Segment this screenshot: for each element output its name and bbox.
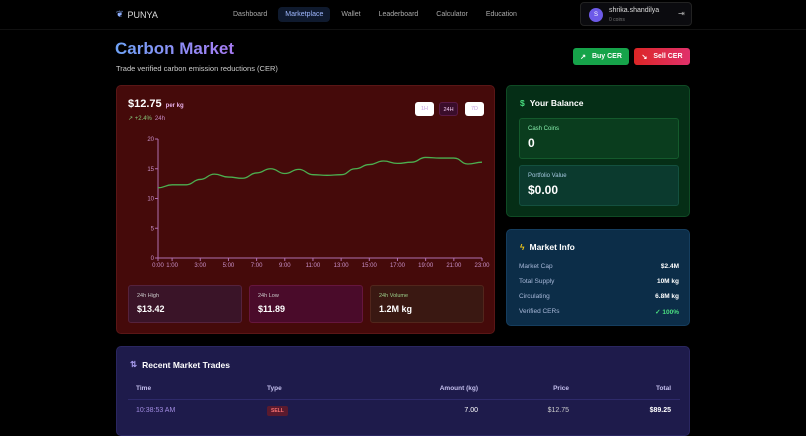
x-tick-label: 19:00 [418,263,434,269]
trending-up-icon: ↗ [580,53,586,61]
nav-calculator[interactable]: Calculator [436,11,468,18]
divider [128,399,680,400]
range-1h[interactable]: 1H [415,102,434,116]
page-subtitle: Trade verified carbon emission reduction… [116,64,278,73]
stat-24h-high: 24h High $13.42 [128,285,242,323]
trade-amount: 7.00 [464,407,478,414]
nav-wallet[interactable]: Wallet [341,11,361,18]
x-tick-label: 5:00 [223,263,235,269]
trade-total: $89.25 [649,407,671,414]
col-total: Total [655,385,671,392]
avatar: S [589,8,603,22]
x-tick-label: 3:00 [194,263,206,269]
nav-links: Dashboard Marketplace Wallet Leaderboard… [226,7,524,22]
user-menu[interactable]: S shrika.shandilya 0 coins [580,2,692,26]
x-tick-label: 13:00 [334,263,350,269]
lightning-icon: ϟ [520,242,525,252]
info-circulating: Circulating 6.8M kg [519,293,679,300]
x-tick-label: 7:00 [251,263,263,269]
y-tick-label: 10 [147,197,154,203]
x-tick-label: 23:00 [474,263,490,269]
info-market-cap: Market Cap $2.4M [519,263,679,270]
trade-type-badge: SELL [267,406,288,416]
current-price: $12.75 per kg [128,98,184,110]
range-7d[interactable]: 7D [465,102,484,116]
y-tick-label: 0 [151,256,155,262]
balance-card: $ Your Balance Cash Coins 0 Portfolio Valu… [506,85,690,217]
recent-trades-card: ⇅ Recent Market Trades Time Type Amount (… [116,346,690,436]
trending-up-icon: ↗ [128,116,135,122]
col-price: Price [553,385,569,392]
price-change: ↗ +2.4% 24h [128,116,165,122]
leaf-icon: ❦ [116,9,124,19]
info-verified-cers: Verified CERs ✓ 100% [519,308,679,316]
username: shrika.shandilya [609,7,660,14]
nav-leaderboard[interactable]: Leaderboard [378,11,419,18]
trending-down-icon: ↘ [641,53,648,61]
swap-icon: ⇅ [130,359,138,369]
nav-marketplace[interactable]: Marketplace [278,7,331,22]
x-tick-label: 0:00 [152,263,164,269]
range-24h[interactable]: 24H [439,102,458,116]
user-coins: 0 coins [609,17,625,23]
price-series-line [157,156,483,189]
buy-cer-button[interactable]: ↗ Buy CER [573,48,629,65]
cash-coins: Cash Coins 0 [519,118,679,159]
x-tick-label: 21:00 [446,263,462,269]
x-tick-label: 9:00 [279,263,291,269]
portfolio-value: Portfolio Value $0.00 [519,165,679,206]
market-info-card: ϟ Market Info Market Cap $2.4M Total Suppl… [506,229,690,326]
stat-24h-low: 24h Low $11.89 [249,285,363,323]
col-amount: Amount (kg) [439,385,478,392]
dollar-icon: $ [520,98,525,108]
top-nav: ❦ PUNYA Dashboard Marketplace Wallet Lead… [0,0,806,30]
y-tick-label: 20 [147,137,154,143]
col-type: Type [267,385,282,392]
info-total-supply: Total Supply 10M kg [519,278,679,285]
trade-price: $12.75 [547,407,569,414]
x-tick-label: 1:00 [166,263,178,269]
x-tick-label: 17:00 [390,263,406,269]
stat-24h-volume: 24h Volume 1.2M kg [370,285,484,323]
nav-education[interactable]: Education [485,11,517,18]
x-tick-label: 11:00 [306,263,321,269]
price-line-chart: 0 5 10 15 20 0:00 1:00 3:00 5:00 7:00 9:00 11:00 13:… [147,137,490,269]
logout-icon[interactable]: ⇥ [678,9,685,18]
page-title: Carbon Market [115,39,235,58]
logo[interactable]: ❦ PUNYA [116,9,158,20]
nav-dashboard[interactable]: Dashboard [233,11,268,18]
price-chart-card: $12.75 per kg ↗ +2.4% 24h 1H 24H 7D 0 5 10 15… [116,85,495,334]
y-tick-label: 15 [147,167,154,173]
sell-cer-button[interactable]: ↘ Sell CER [634,48,690,65]
col-time: Time [136,385,152,392]
y-tick-label: 5 [151,226,155,232]
x-tick-label: 15:00 [362,263,378,269]
trade-time: 10:38:53 AM [136,407,176,414]
